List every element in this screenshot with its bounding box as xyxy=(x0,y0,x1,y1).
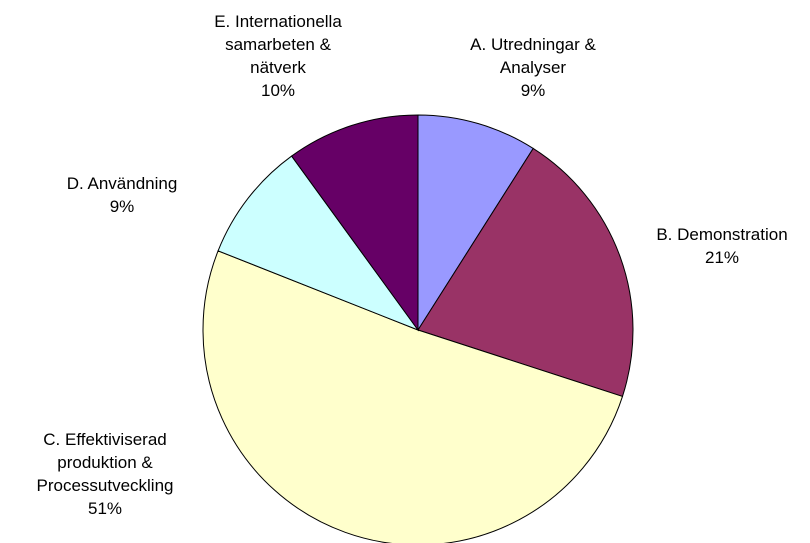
slice-label: C. Effektiviserad produktion & Processut… xyxy=(28,428,183,520)
pie-slice xyxy=(290,114,419,332)
value-label: 10% xyxy=(260,81,296,100)
category-label: E. Internationella samarbeten & nätverk xyxy=(214,12,342,77)
value-label: 21% xyxy=(704,248,740,267)
value-label: 9% xyxy=(520,81,546,100)
pie-slice xyxy=(417,114,534,332)
value-label: 9% xyxy=(109,197,135,216)
pie-slice xyxy=(217,155,420,332)
slice-label: A. Utredningar & Analyser 9% xyxy=(463,33,603,102)
category-label: D. Användning xyxy=(66,174,178,193)
pie-slice xyxy=(202,250,624,543)
value-label: 51% xyxy=(87,499,123,518)
slice-label: E. Internationella samarbeten & nätverk 1… xyxy=(201,10,356,102)
category-label: B. Demonstration xyxy=(656,225,788,244)
pie-slice xyxy=(417,147,634,398)
category-label: A. Utredningar & Analyser xyxy=(470,35,596,77)
slice-label: B. Demonstration 21% xyxy=(637,223,807,269)
category-label: C. Effektiviserad produktion & Processut… xyxy=(36,430,174,495)
slice-label: D. Användning 9% xyxy=(52,172,192,218)
